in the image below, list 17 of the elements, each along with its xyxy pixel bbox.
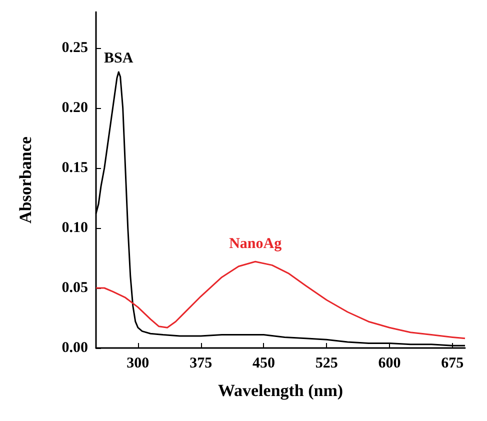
x-tick-label: 600 <box>378 356 401 372</box>
y-axis-title: Absorbance <box>16 136 35 224</box>
x-tick-label: 675 <box>441 356 464 372</box>
x-tick-label: 375 <box>190 356 212 372</box>
x-axis-title: Wavelength (nm) <box>218 381 344 400</box>
series-label: NanoAg <box>229 236 282 252</box>
y-tick-label: 0.10 <box>62 220 88 236</box>
x-tick-label: 300 <box>126 356 150 372</box>
x-tick-label: 525 <box>315 356 338 372</box>
line-series <box>95 260 466 340</box>
series-label: BSA <box>104 50 134 66</box>
y-tick-label: 0.20 <box>62 100 88 116</box>
y-tick-label: 0.25 <box>62 40 88 56</box>
y-tick-label: 0.15 <box>62 160 88 176</box>
y-tick-label: 0.05 <box>62 280 88 296</box>
x-tick-label: 450 <box>252 356 275 372</box>
y-tick-label: 0.00 <box>62 340 88 356</box>
